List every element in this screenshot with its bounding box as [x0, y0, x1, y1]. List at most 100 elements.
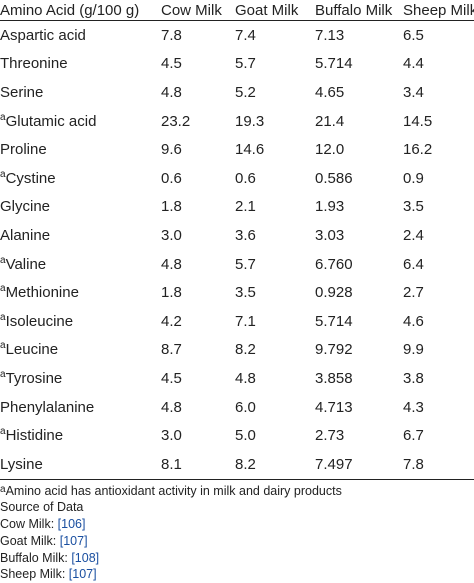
- footnote-text: Amino acid has antioxidant activity in m…: [6, 484, 342, 498]
- amino-acid-name-cell: aIsoleucine: [0, 307, 157, 336]
- amino-acid-name: Serine: [0, 84, 43, 101]
- sheep-milk-value-cell: 4.3: [399, 393, 474, 422]
- source-label: Cow Milk:: [0, 517, 58, 531]
- amino-acid-name-cell: aCystine: [0, 164, 157, 193]
- goat-milk-value-cell: 8.2: [231, 450, 311, 479]
- buffalo-milk-value-cell: 0.928: [311, 278, 399, 307]
- amino-acid-table: Amino Acid (g/100 g) Cow Milk Goat Milk …: [0, 0, 474, 480]
- antioxidant-marker: a: [0, 340, 6, 351]
- amino-acid-name-cell: Proline: [0, 135, 157, 164]
- buffalo-milk-value-cell: 3.03: [311, 221, 399, 250]
- amino-acid-name: Isoleucine: [6, 313, 74, 330]
- sheep-milk-value-cell: 6.7: [399, 421, 474, 450]
- sheep-milk-value-cell: 3.8: [399, 364, 474, 393]
- amino-acid-name-cell: Glycine: [0, 193, 157, 222]
- buffalo-milk-value-cell: 0.586: [311, 164, 399, 193]
- buffalo-milk-value-cell: 7.13: [311, 21, 399, 50]
- antioxidant-marker: a: [0, 426, 6, 437]
- amino-acid-name: Aspartic acid: [0, 27, 86, 44]
- antioxidant-marker: a: [0, 112, 6, 123]
- cow-milk-value-cell: 23.2: [157, 107, 231, 136]
- buffalo-milk-value-cell: 12.0: [311, 135, 399, 164]
- footnote: aAmino acid has antioxidant activity in …: [0, 483, 474, 500]
- buffalo-milk-value-cell: 5.714: [311, 307, 399, 336]
- cow-milk-value-cell: 4.8: [157, 78, 231, 107]
- source-label: Buffalo Milk:: [0, 551, 71, 565]
- sheep-milk-value-cell: 2.4: [399, 221, 474, 250]
- reference-link[interactable]: [108]: [71, 551, 99, 565]
- sheep-milk-value-cell: 16.2: [399, 135, 474, 164]
- buffalo-milk-value-cell: 3.858: [311, 364, 399, 393]
- amino-acid-name-cell: aMethionine: [0, 278, 157, 307]
- amino-acid-name: Methionine: [6, 284, 79, 301]
- amino-acid-name-cell: Aspartic acid: [0, 21, 157, 50]
- cow-milk-value-cell: 3.0: [157, 421, 231, 450]
- sheep-milk-value-cell: 3.4: [399, 78, 474, 107]
- reference-link[interactable]: [107]: [60, 534, 88, 548]
- cow-milk-value-cell: 4.5: [157, 50, 231, 79]
- buffalo-milk-value-cell: 4.65: [311, 78, 399, 107]
- source-item: Sheep Milk: [107]: [0, 566, 474, 583]
- sheep-milk-value-cell: 6.5: [399, 21, 474, 50]
- source-item: Cow Milk: [106]: [0, 516, 474, 533]
- goat-milk-value-cell: 19.3: [231, 107, 311, 136]
- goat-milk-value-cell: 5.7: [231, 50, 311, 79]
- table-header-row: Amino Acid (g/100 g) Cow Milk Goat Milk …: [0, 0, 474, 21]
- goat-milk-value-cell: 3.5: [231, 278, 311, 307]
- antioxidant-marker: a: [0, 369, 6, 380]
- reference-link[interactable]: [106]: [58, 517, 86, 531]
- amino-acid-name-cell: Serine: [0, 78, 157, 107]
- buffalo-milk-value-cell: 21.4: [311, 107, 399, 136]
- cow-milk-value-cell: 4.2: [157, 307, 231, 336]
- goat-milk-value-cell: 5.2: [231, 78, 311, 107]
- antioxidant-marker: a: [0, 312, 6, 323]
- sheep-milk-value-cell: 2.7: [399, 278, 474, 307]
- antioxidant-marker: a: [0, 169, 6, 180]
- amino-acid-name-cell: aGlutamic acid: [0, 107, 157, 136]
- amino-acid-name-cell: aHistidine: [0, 421, 157, 450]
- amino-acid-name-cell: aValine: [0, 250, 157, 279]
- sources-title: Source of Data: [0, 499, 474, 516]
- goat-milk-value-cell: 4.8: [231, 364, 311, 393]
- goat-milk-value-cell: 2.1: [231, 193, 311, 222]
- goat-milk-value-cell: 14.6: [231, 135, 311, 164]
- column-header-buffalo-milk: Buffalo Milk: [311, 0, 399, 21]
- column-header-cow-milk: Cow Milk: [157, 0, 231, 21]
- footnote-marker: a: [0, 484, 6, 495]
- amino-acid-name: Lysine: [0, 456, 43, 473]
- buffalo-milk-value-cell: 1.93: [311, 193, 399, 222]
- amino-acid-name: Proline: [0, 141, 47, 158]
- amino-acid-name-cell: Threonine: [0, 50, 157, 79]
- column-header-sheep-milk: Sheep Milk: [399, 0, 474, 21]
- amino-acid-name: Threonine: [0, 55, 68, 72]
- sheep-milk-value-cell: 4.4: [399, 50, 474, 79]
- sheep-milk-value-cell: 0.9: [399, 164, 474, 193]
- buffalo-milk-value-cell: 7.497: [311, 450, 399, 479]
- reference-link[interactable]: [107]: [69, 567, 97, 581]
- sheep-milk-value-cell: 7.8: [399, 450, 474, 479]
- cow-milk-value-cell: 4.8: [157, 393, 231, 422]
- column-header-goat-milk: Goat Milk: [231, 0, 311, 21]
- buffalo-milk-value-cell: 5.714: [311, 50, 399, 79]
- cow-milk-value-cell: 7.8: [157, 21, 231, 50]
- goat-milk-value-cell: 8.2: [231, 336, 311, 365]
- source-item: Goat Milk: [107]: [0, 533, 474, 550]
- antioxidant-marker: a: [0, 255, 6, 266]
- cow-milk-value-cell: 3.0: [157, 221, 231, 250]
- antioxidant-marker: a: [0, 283, 6, 294]
- source-label: Goat Milk:: [0, 534, 60, 548]
- cow-milk-value-cell: 0.6: [157, 164, 231, 193]
